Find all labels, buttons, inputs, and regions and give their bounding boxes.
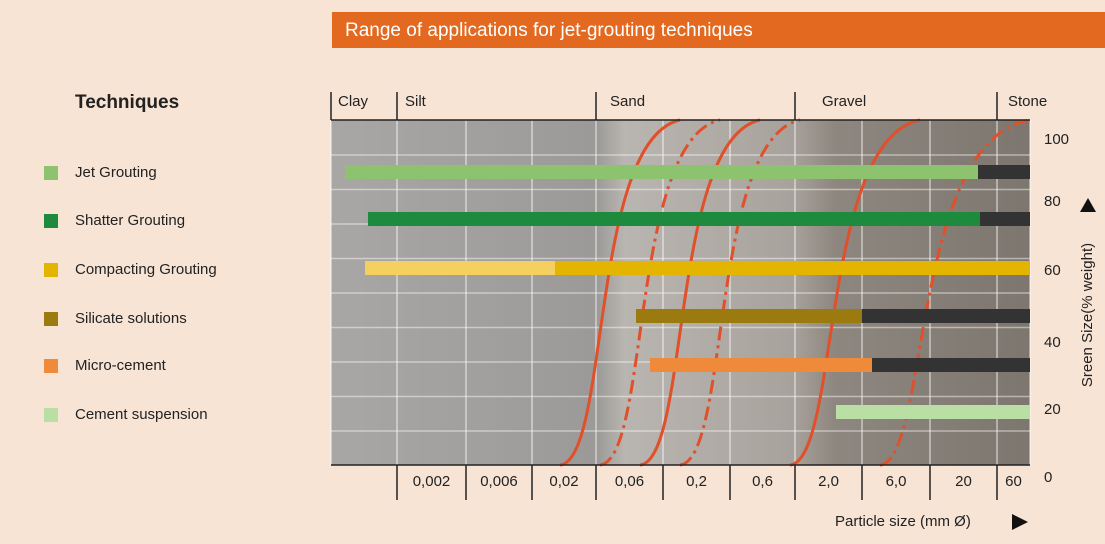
range-bar [365, 261, 555, 275]
legend-swatch [44, 312, 58, 326]
x-tick-label: 0,006 [480, 473, 518, 490]
x-tick-label: 2,0 [818, 473, 839, 490]
legend-label: Micro-cement [75, 357, 167, 374]
soil-class: Silt [405, 93, 427, 110]
legend-title: Techniques [75, 92, 179, 113]
range-bar [368, 212, 980, 226]
y-tick-label: 100 [1044, 131, 1069, 148]
soil-class: Sand [610, 93, 645, 110]
legend-swatch [44, 408, 58, 422]
range-bar [978, 165, 1030, 179]
legend-label: Jet Grouting [75, 164, 157, 181]
x-tick-label: 0,06 [615, 473, 644, 490]
soil-class: Stone [1008, 93, 1047, 110]
y-tick-label: 80 [1044, 193, 1061, 210]
x-tick-label: 0,02 [549, 473, 578, 490]
x-tick-label: 0,2 [686, 473, 707, 490]
range-bar [636, 309, 862, 323]
legend-swatch [44, 214, 58, 228]
range-bar [836, 405, 1030, 419]
arrow [1080, 198, 1096, 212]
title-bar [332, 12, 1105, 48]
legend-label: Compacting Grouting [75, 261, 217, 278]
x-axis-label: Particle size (mm Ø) [835, 513, 971, 530]
soil-class: Clay [338, 93, 369, 110]
gradation-curve [879, 118, 1031, 467]
soil-class: Gravel [822, 93, 866, 110]
x-tick-label: 20 [955, 473, 972, 490]
range-bar [555, 261, 1030, 275]
range-bar [872, 358, 1030, 372]
range-bar [650, 358, 872, 372]
y-tick-label: 20 [1044, 401, 1061, 418]
legend-label: Shatter Grouting [75, 212, 185, 229]
legend-label: Cement suspension [75, 406, 208, 423]
y-tick-label: 0 [1044, 469, 1052, 486]
range-bar [980, 212, 1030, 226]
x-tick-label: 0,6 [752, 473, 773, 490]
y-axis-label: Sreen Size(% weight) [1079, 243, 1096, 387]
range-bar [345, 165, 978, 179]
x-tick-label: 0,002 [413, 473, 451, 490]
arrow [1012, 514, 1028, 530]
gradation-curve [559, 118, 681, 467]
y-tick-label: 60 [1044, 262, 1061, 279]
range-bar [862, 309, 1030, 323]
x-tick-label: 60 [1005, 473, 1022, 490]
x-tick-label: 6,0 [886, 473, 907, 490]
y-tick-label: 40 [1044, 334, 1061, 351]
legend-swatch [44, 166, 58, 180]
gradation-curve [639, 118, 761, 467]
legend-swatch [44, 263, 58, 277]
layer: Range of applications for jet-grouting t… [44, 20, 1096, 530]
legend-label: Silicate solutions [75, 310, 187, 327]
gradation-curve [789, 118, 921, 467]
legend-swatch [44, 359, 58, 373]
title: Range of applications for jet-grouting t… [345, 20, 753, 41]
